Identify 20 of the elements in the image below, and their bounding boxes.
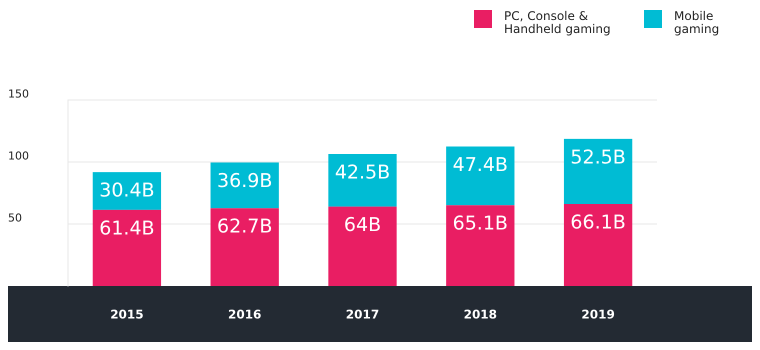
legend-label: PC, Console & Handheld gaming bbox=[504, 9, 612, 36]
data-label: 64B bbox=[344, 214, 382, 236]
x-tick-label: 2016 bbox=[228, 307, 262, 322]
x-tick-label: 2018 bbox=[464, 307, 498, 322]
data-label: 47.4B bbox=[452, 154, 508, 176]
data-label: 52.5B bbox=[570, 146, 626, 168]
y-tick-label: 150 bbox=[8, 87, 29, 100]
data-label: 36.9B bbox=[217, 170, 272, 192]
data-label: 66.1B bbox=[570, 211, 626, 234]
data-label: 42.5B bbox=[334, 161, 390, 184]
data-label: 30.4B bbox=[99, 180, 155, 202]
x-tick-label: 2015 bbox=[110, 307, 144, 322]
y-tick-label: 50 bbox=[8, 211, 22, 224]
x-tick-label: 2017 bbox=[346, 307, 380, 322]
data-label: 61.4B bbox=[99, 217, 155, 240]
data-label: 65.1B bbox=[452, 212, 508, 235]
data-label: 62.7B bbox=[217, 216, 272, 238]
x-tick-label: 2019 bbox=[581, 307, 615, 322]
y-tick-label: 100 bbox=[8, 149, 29, 162]
legend-label: Mobile gaming bbox=[674, 9, 720, 36]
